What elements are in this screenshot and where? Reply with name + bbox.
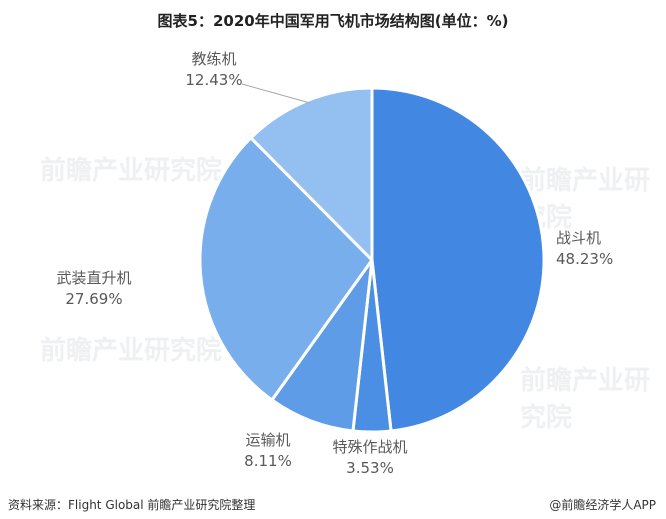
pie-slice: [370, 86, 546, 433]
watermark: 前瞻产业研究院: [40, 336, 223, 366]
slice-label: 教练机: [191, 50, 236, 68]
pie-slice: [249, 86, 374, 262]
slice-value-label: 3.53%: [346, 459, 394, 477]
slice-value-label: 12.43%: [185, 71, 242, 89]
watermark: 前瞻产业研究院: [40, 156, 223, 186]
slice-label: 运输机: [245, 431, 290, 449]
slice-value-label: 48.23%: [556, 250, 613, 268]
pie-slice: [198, 136, 374, 402]
brand-note: @前瞻经济学人APP: [549, 498, 656, 512]
slice-label: 武装直升机: [56, 269, 131, 287]
source-note: 资料来源：Flight Global 前瞻产业研究院整理: [8, 498, 256, 512]
slice-value-label: 8.11%: [244, 452, 292, 470]
slice-value-label: 27.69%: [65, 290, 122, 308]
chart-title: 图表5：2020年中国军用飞机市场结构图(单位：%): [157, 12, 509, 30]
leader-line: [241, 83, 311, 104]
slice-label: 战斗机: [556, 229, 601, 247]
slice-label: 特殊作战机: [332, 438, 407, 456]
watermark: 前瞻产业研究院: [520, 366, 651, 433]
pie-slice: [270, 258, 374, 433]
